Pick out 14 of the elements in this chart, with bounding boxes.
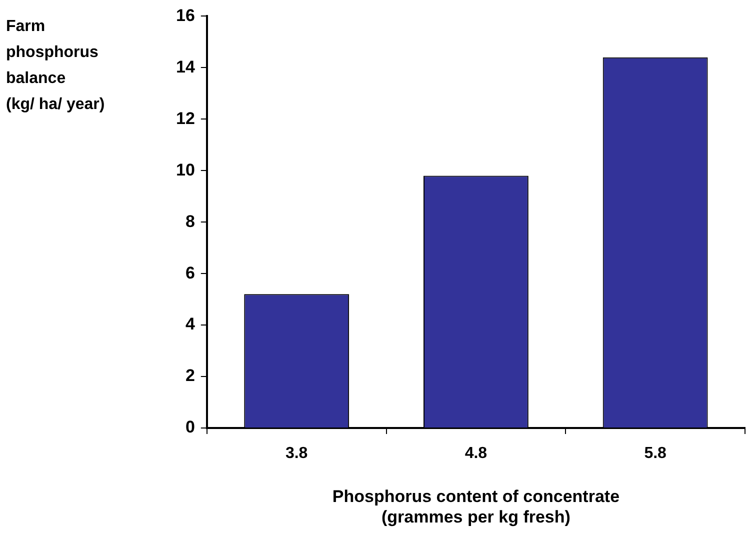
y-tick-label: 14	[176, 57, 196, 76]
y-axis-title: Farm phosphorus balance (kg/ ha/ year)	[6, 17, 105, 115]
y-tick-label: 10	[176, 160, 195, 180]
x-axis-title: Phosphorus content of concentrate (grammes per kg fresh)	[332, 487, 620, 526]
y-tick-label: 6	[185, 263, 195, 282]
x-tick-label: 4.8	[464, 445, 488, 462]
y-tick-label: 2	[185, 366, 195, 386]
x-tick-label: 5.8	[644, 445, 667, 462]
y-tick-label: 16	[176, 6, 195, 25]
y-tick-label: 4	[185, 314, 196, 334]
y-tick-label: 8	[185, 212, 195, 231]
y-tick-label: 12	[176, 108, 195, 128]
x-tick-label: 3.8	[285, 445, 308, 462]
y-tick-label: 0	[185, 418, 195, 437]
